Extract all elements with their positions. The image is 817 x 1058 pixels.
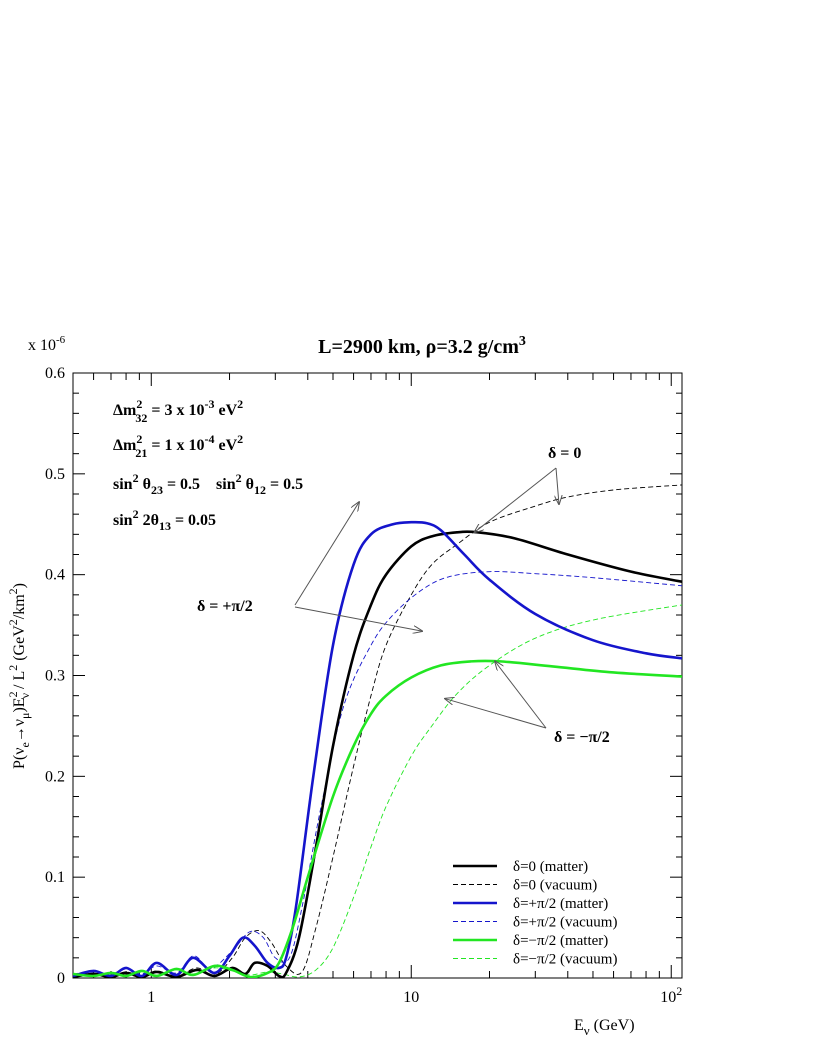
y-tick-label: 0.3	[45, 668, 65, 685]
series-line-0	[73, 530, 682, 978]
y-multiplier: x 10-6	[28, 334, 66, 354]
annotation-label: δ = +π/2	[197, 598, 253, 615]
legend-label: δ=+π/2 (matter)	[513, 896, 608, 912]
y-tick-label: 0.5	[45, 466, 65, 483]
y-tick-label: 0.2	[45, 768, 65, 785]
parameter-block: Δm2 32 = 3 x 10-3 eV2 Δm2 21 = 1 x 10-4 eV…	[113, 397, 303, 533]
annotation-arrow	[556, 467, 559, 504]
y-tick-label: 0.6	[45, 365, 65, 382]
series-line-5	[73, 604, 682, 978]
param-theta13: sin2 2θ13 = 0.05	[113, 507, 216, 533]
x-tick-label: 102	[660, 984, 682, 1006]
legend: δ=0 (matter) δ=0 (vacuum) δ=+π/2 (matter) δ…	[453, 859, 617, 968]
legend-label: δ=−π/2 (matter)	[513, 933, 608, 949]
x-tick-label: 1	[147, 989, 155, 1006]
x-axis-label: Eν (GeV)	[574, 1017, 635, 1038]
x-tick-label: 10	[403, 989, 419, 1006]
series-line-4	[73, 659, 682, 978]
series-line-2	[73, 520, 682, 978]
y-axis: 0 0.1 0.2 0.3 0.4 0.5 0.6	[45, 365, 682, 987]
param-mixing-angles: sin2 θ23 = 0.5 sin2 θ12 = 0.5	[113, 471, 303, 497]
legend-label: δ=+π/2 (vacuum)	[513, 915, 617, 931]
param-dm32: Δm2 32 = 3 x 10-3 eV2	[113, 397, 243, 425]
annotation-arrow	[294, 502, 359, 606]
legend-label: δ=0 (matter)	[513, 859, 588, 875]
param-dm21: Δm2 21 = 1 x 10-4 eV2	[113, 432, 243, 460]
y-tick-label: 0	[57, 970, 65, 987]
y-tick-label: 0.4	[45, 567, 65, 584]
annotation-arrow	[474, 467, 557, 532]
x-axis: 1 10 102	[72, 373, 682, 1006]
series-group	[73, 484, 682, 978]
annotation-arrow	[495, 661, 547, 729]
annotation-group: δ = 0 δ = +π/2 δ = −π/2	[197, 445, 610, 746]
legend-label: δ=−π/2 (vacuum)	[513, 952, 617, 968]
annotation-arrow	[294, 606, 422, 631]
annotation-label: δ = −π/2	[554, 729, 610, 746]
y-tick-label: 0.1	[45, 869, 65, 886]
annotation-label: δ = 0	[548, 445, 581, 462]
annotation-arrow	[445, 699, 547, 729]
chart-title: L=2900 km, ρ=3.2 g/cm3	[318, 334, 526, 358]
y-axis-label: P(νe→νμ)E2ν / L2 (GeV2/km2)	[6, 583, 32, 769]
legend-label: δ=0 (vacuum)	[513, 878, 597, 894]
